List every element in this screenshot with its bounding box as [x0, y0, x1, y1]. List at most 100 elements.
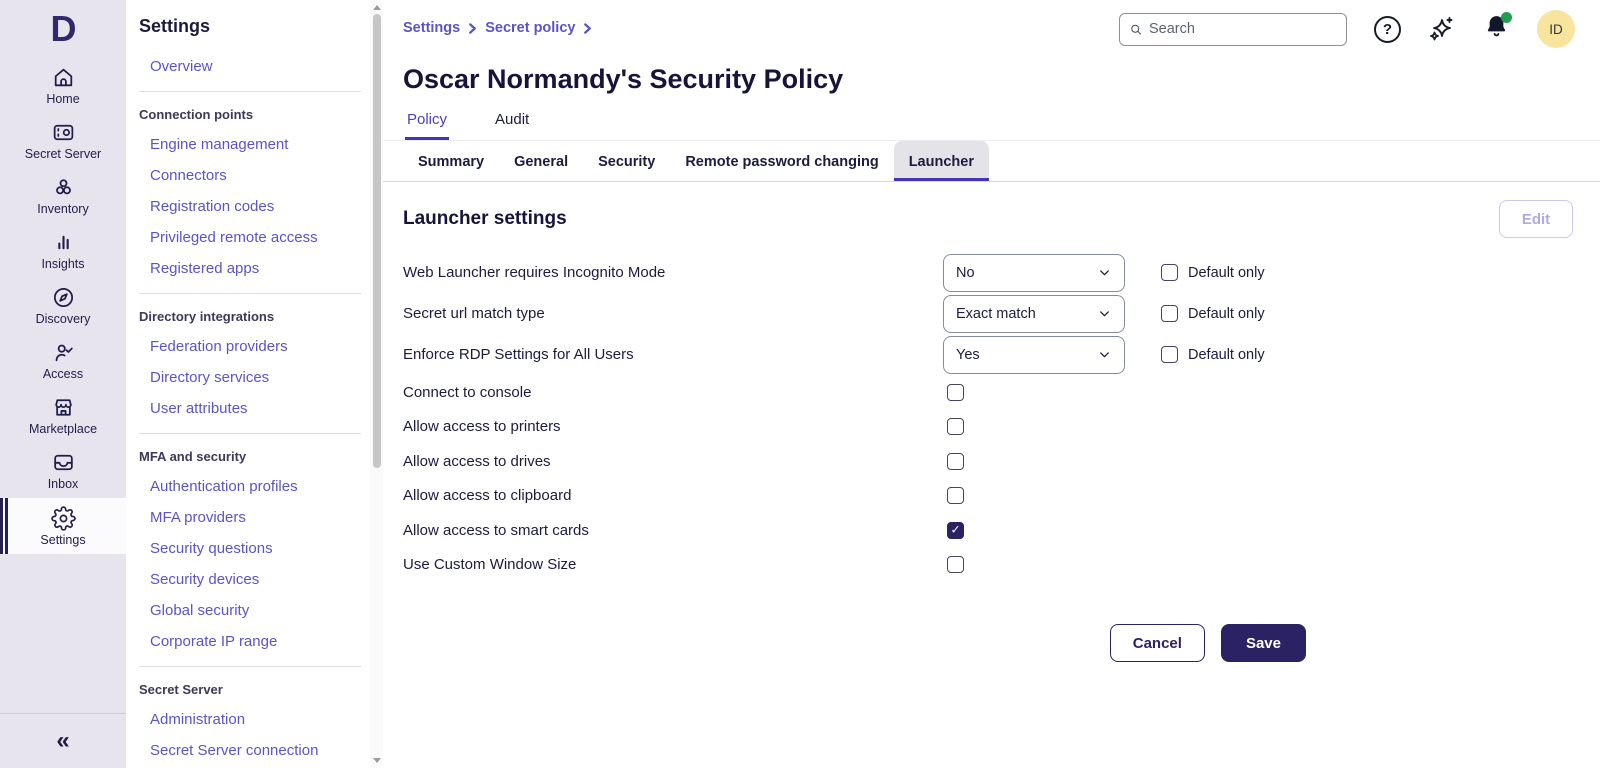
- sidebar-item-mfa-providers[interactable]: MFA providers: [150, 509, 246, 526]
- bell-icon: [1487, 16, 1506, 37]
- scroll-down-arrow[interactable]: [372, 758, 381, 763]
- rail-item-access[interactable]: Access: [0, 333, 126, 388]
- sidebar-item-directory-services[interactable]: Directory services: [150, 369, 270, 386]
- section-connection-points: Connection points: [139, 107, 254, 122]
- connect-console-checkbox[interactable]: [947, 383, 964, 401]
- subtab-general[interactable]: General: [514, 154, 569, 170]
- search-input[interactable]: [1149, 21, 1336, 37]
- collapse-icon: «: [56, 727, 70, 754]
- divider: [139, 433, 361, 434]
- collapse-rail-button[interactable]: «: [0, 713, 126, 768]
- sidebar-item-connectors[interactable]: Connectors: [150, 167, 227, 184]
- form-row-url-match: Secret url match type Exact match Defaul…: [403, 293, 1600, 334]
- smart-cards-checkbox[interactable]: [947, 521, 964, 539]
- search-box[interactable]: [1119, 12, 1347, 46]
- bar-chart-icon: [57, 235, 69, 250]
- form-row-custom-window-size: Use Custom Window Size: [403, 548, 1600, 583]
- custom-window-size-checkbox[interactable]: [947, 556, 964, 574]
- rail-item-settings[interactable]: Settings: [0, 498, 126, 554]
- rail-item-home[interactable]: Home: [0, 58, 126, 113]
- url-match-select[interactable]: Exact match: [943, 294, 1125, 333]
- ai-sparkle-icon[interactable]: [1428, 15, 1456, 43]
- launcher-settings-form: Web Launcher requires Incognito Mode No …: [403, 252, 1600, 662]
- policy-audit-tabs: Policy Audit: [405, 111, 1600, 140]
- save-button[interactable]: Save: [1220, 624, 1306, 662]
- chevron-down-icon: [1100, 311, 1109, 317]
- divider: [139, 91, 361, 92]
- gear-icon: [50, 505, 76, 531]
- sidebar-item-administration[interactable]: Administration: [150, 711, 246, 728]
- notifications-button[interactable]: [1483, 12, 1512, 45]
- rail-item-inbox[interactable]: Inbox: [0, 443, 126, 498]
- breadcrumb: Settings Secret policy: [403, 20, 592, 36]
- printers-checkbox[interactable]: [947, 418, 964, 436]
- default-only-checkbox[interactable]: [1161, 305, 1178, 322]
- notification-dot: [1501, 12, 1512, 23]
- rail-item-secret-server[interactable]: Secret Server: [0, 113, 126, 168]
- icon-rail: D Home Secret Server Inventory Insig: [0, 0, 126, 768]
- breadcrumb-settings[interactable]: Settings: [403, 20, 461, 36]
- rail-item-discovery[interactable]: Discovery: [0, 278, 126, 333]
- tab-policy[interactable]: Policy: [405, 111, 450, 140]
- inbox-icon: [53, 454, 73, 471]
- sidebar-item-overview[interactable]: Overview: [150, 58, 213, 75]
- top-bar: Settings Secret policy ?: [383, 0, 1600, 56]
- delinea-logo[interactable]: D: [50, 8, 77, 49]
- breadcrumb-secret-policy[interactable]: Secret policy: [485, 20, 576, 36]
- sidebar-scrollbar[interactable]: [370, 0, 383, 768]
- enforce-rdp-select[interactable]: Yes: [943, 335, 1125, 374]
- scrollbar-thumb[interactable]: [372, 14, 381, 468]
- rail-item-marketplace[interactable]: Marketplace: [0, 388, 126, 443]
- subtab-launcher[interactable]: Launcher: [893, 141, 989, 181]
- compass-icon: [53, 287, 73, 308]
- scroll-up-arrow[interactable]: [372, 5, 381, 10]
- avatar[interactable]: ID: [1537, 10, 1575, 48]
- sidebar-item-federation-providers[interactable]: Federation providers: [150, 338, 288, 355]
- section-secret-server: Secret Server: [139, 682, 223, 697]
- sidebar-item-engine-management[interactable]: Engine management: [150, 136, 289, 153]
- form-row-printers: Allow access to printers: [403, 410, 1600, 445]
- clipboard-checkbox[interactable]: [947, 487, 964, 505]
- sidebar-item-corporate-ip-range[interactable]: Corporate IP range: [150, 633, 278, 650]
- sidebar-item-user-attributes[interactable]: User attributes: [150, 400, 248, 417]
- chevron-right-icon: [468, 22, 477, 34]
- form-row-smart-cards: Allow access to smart cards: [403, 513, 1600, 548]
- cluster-icon: [55, 179, 71, 195]
- edit-button[interactable]: Edit: [1499, 200, 1573, 238]
- default-only-group: Default only: [1161, 264, 1600, 281]
- sidebar-item-authentication-profiles[interactable]: Authentication profiles: [150, 478, 298, 495]
- section-directory-integrations: Directory integrations: [139, 309, 275, 324]
- help-icon[interactable]: ?: [1374, 15, 1401, 43]
- form-row-drives: Allow access to drives: [403, 444, 1600, 479]
- cancel-button[interactable]: Cancel: [1109, 624, 1205, 662]
- chevron-down-icon: [1100, 352, 1109, 358]
- sidebar-item-global-security[interactable]: Global security: [150, 602, 250, 619]
- rail-item-insights[interactable]: Insights: [0, 223, 126, 278]
- default-only-checkbox[interactable]: [1161, 346, 1178, 363]
- form-row-incognito: Web Launcher requires Incognito Mode No …: [403, 252, 1600, 293]
- section-mfa-and-security: MFA and security: [139, 449, 247, 464]
- user-check-icon: [55, 344, 73, 362]
- default-only-group: Default only: [1161, 305, 1600, 322]
- top-right-cluster: ? ID: [1119, 10, 1575, 48]
- sidebar-item-registration-codes[interactable]: Registration codes: [150, 198, 275, 215]
- tab-audit[interactable]: Audit: [495, 111, 530, 128]
- incognito-select[interactable]: No: [943, 253, 1125, 292]
- rail-item-inventory[interactable]: Inventory: [0, 168, 126, 223]
- sidebar-item-privileged-remote-access[interactable]: Privileged remote access: [150, 229, 318, 246]
- sidebar-item-registered-apps[interactable]: Registered apps: [150, 260, 260, 277]
- subtab-remote-password-changing[interactable]: Remote password changing: [685, 154, 879, 170]
- divider: [139, 293, 361, 294]
- subtab-summary[interactable]: Summary: [418, 154, 485, 170]
- form-row-connect-console: Connect to console: [403, 375, 1600, 410]
- storefront-icon: [54, 399, 72, 416]
- panel-title: Launcher settings: [403, 208, 567, 229]
- drives-checkbox[interactable]: [947, 452, 964, 470]
- sidebar-item-security-questions[interactable]: Security questions: [150, 540, 273, 557]
- vault-icon: [53, 124, 73, 141]
- subtab-security[interactable]: Security: [598, 154, 656, 170]
- sidebar-item-security-devices[interactable]: Security devices: [150, 571, 260, 588]
- sidebar-item-secret-server-connection[interactable]: Secret Server connection: [150, 742, 319, 759]
- default-only-checkbox[interactable]: [1161, 264, 1178, 281]
- home-icon: [54, 68, 72, 87]
